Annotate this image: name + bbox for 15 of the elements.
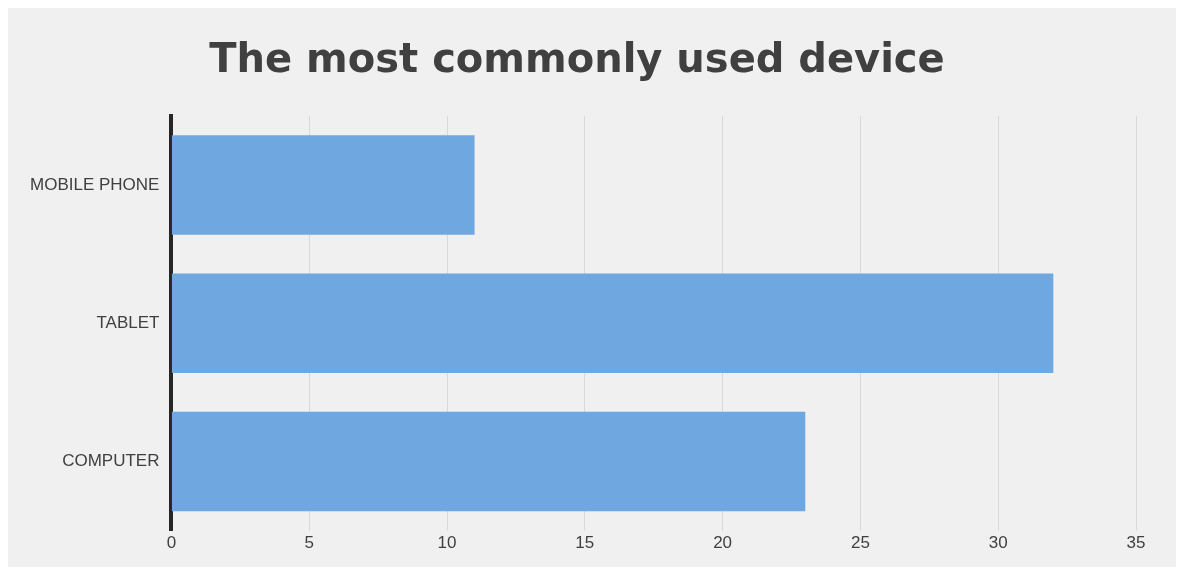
x-tick-label: 15 (575, 533, 595, 553)
x-tick-label: 30 (988, 533, 1008, 553)
chart-title: The most commonly used device (209, 35, 945, 82)
x-tick-label: 20 (713, 533, 733, 553)
y-tick-label: COMPUTER (62, 451, 160, 471)
x-tick-label: 25 (850, 533, 870, 553)
x-tick-label: 5 (304, 533, 314, 553)
y-tick-label: TABLET (96, 312, 160, 332)
x-tick-label: 35 (1126, 533, 1146, 553)
x-tick-label: 10 (437, 533, 457, 553)
bar (171, 135, 475, 235)
bar (171, 273, 1054, 374)
x-tick-label: 0 (166, 533, 177, 553)
bar (171, 411, 806, 512)
y-tick-label: MOBILE PHONE (30, 174, 160, 194)
